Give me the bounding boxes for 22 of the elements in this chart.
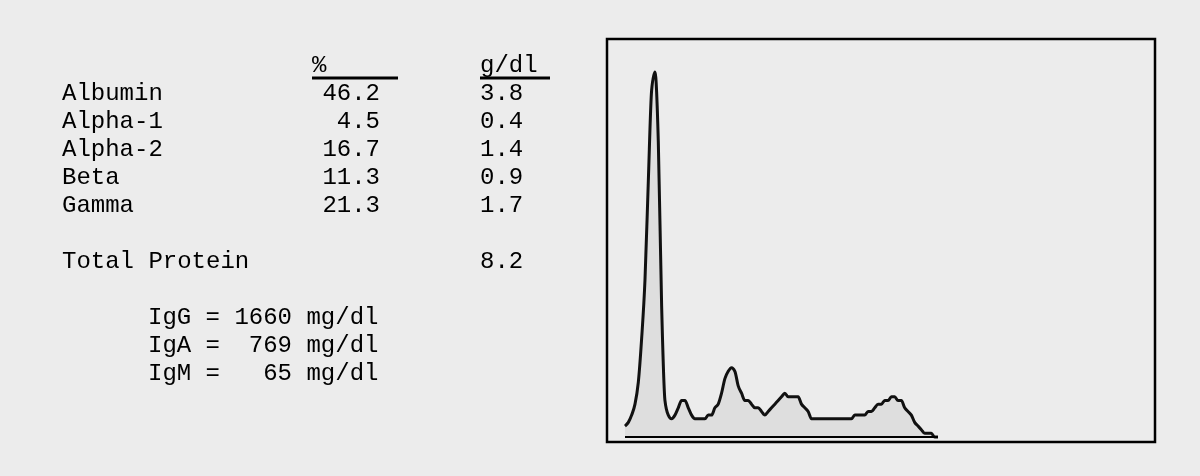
- category-label: Gamma: [62, 192, 135, 219]
- data-label: 46.2: [322, 80, 380, 107]
- legend-label: g/dl: [480, 52, 538, 79]
- category-label: Total Protein: [62, 248, 250, 275]
- data-label: 8.2: [480, 248, 524, 275]
- data-label: 1.4: [480, 136, 524, 163]
- data-label: 16.7: [322, 136, 380, 163]
- data-label: 0.4: [480, 108, 524, 135]
- category-label: Alpha-2: [62, 136, 163, 163]
- data-label: 21.3: [322, 192, 380, 219]
- legend-label: %: [312, 52, 327, 79]
- data-label: 11.3: [322, 164, 380, 191]
- data-label: 3.8: [480, 80, 524, 107]
- category-label: Alpha-1: [62, 108, 163, 135]
- data-label: 0.9: [480, 164, 524, 191]
- text: IgM = 65 mg/dl: [148, 360, 379, 387]
- category-label: Albumin: [62, 80, 163, 107]
- data-label: 1.7: [480, 192, 524, 219]
- data-label: 4.5: [336, 108, 380, 135]
- text: IgA = 769 mg/dl: [148, 332, 379, 359]
- text: IgG = 1660 mg/dl: [148, 304, 379, 331]
- category-label: Beta: [62, 164, 120, 191]
